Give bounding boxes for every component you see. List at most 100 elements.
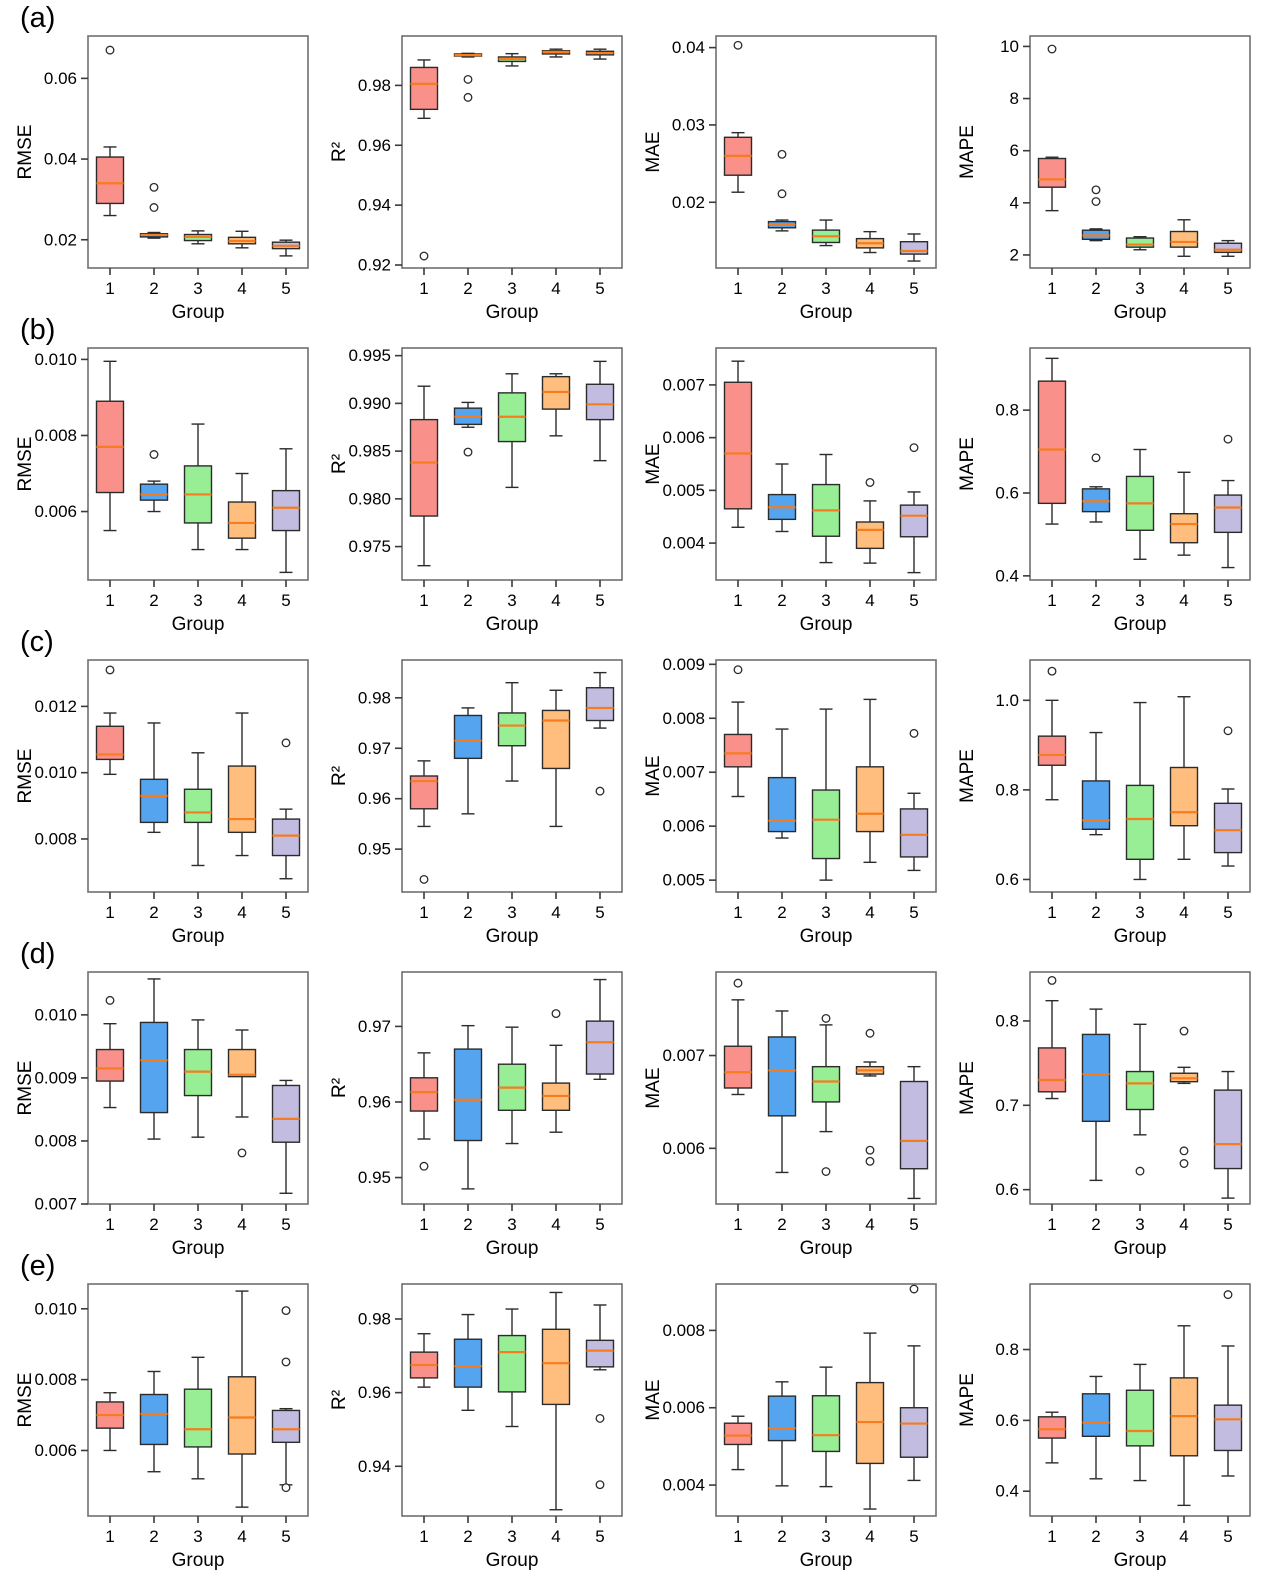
y-axis-label: MAE [643, 443, 664, 484]
y-tick-label: 0.8 [995, 1340, 1019, 1359]
x-tick-label: 5 [595, 591, 604, 610]
y-tick-label: 0.007 [662, 1046, 705, 1065]
x-tick-label: 4 [237, 279, 246, 298]
panel-e-mape: 0.4 0.6 0.8 MAPE 1 2 3 4 5 Group [956, 1274, 1261, 1576]
box-group-5 [1213, 242, 1243, 254]
outlier-point [595, 786, 605, 796]
row-label-b: (b) [20, 314, 56, 346]
x-tick-label: 2 [149, 1215, 158, 1234]
x-axis-label: Group [1114, 614, 1167, 635]
x-tick-label: 3 [821, 279, 830, 298]
y-axis-label: R² [329, 142, 350, 162]
y-tick-label: 0.004 [662, 1476, 705, 1495]
x-tick-label: 1 [1047, 591, 1056, 610]
outlier-point [733, 665, 743, 675]
box-group-4 [541, 709, 571, 770]
box-group-4 [541, 1328, 571, 1406]
panel-group-d: 0.007 0.008 0.009 0.010 RMSE 1 2 3 4 5 Group 0.95 0… [0, 936, 1269, 1264]
y-tick-label: 0.96 [358, 1383, 391, 1402]
box-group-1 [409, 66, 439, 111]
box-group-5 [1213, 802, 1243, 854]
y-tick-label: 0.007 [662, 375, 705, 394]
y-tick-label: 0.96 [358, 789, 391, 808]
y-tick-label: 0.980 [348, 489, 391, 508]
y-tick-label: 0.98 [358, 688, 391, 707]
y-tick-label: 0.8 [995, 1011, 1019, 1030]
box-group-5 [585, 1020, 615, 1075]
boxplot-svg: 0.94 0.96 0.98 R² 1 2 3 4 5 Group [329, 1283, 623, 1571]
x-axis-label: Group [1114, 1550, 1167, 1571]
y-tick-label: 0.006 [662, 1398, 705, 1417]
box-group-3 [183, 1388, 213, 1448]
box-group-4 [1169, 766, 1199, 827]
y-tick-label: 0.03 [672, 115, 705, 134]
boxplot-svg: 0.6 0.8 1.0 MAPE 1 2 3 4 5 Group [957, 659, 1251, 947]
boxplot-svg: 0.02 0.04 0.06 RMSE 1 2 3 4 5 Group [15, 35, 309, 323]
y-axis-label: MAE [643, 131, 664, 172]
box-group-5 [899, 241, 929, 255]
outlier-point [1047, 975, 1057, 985]
box-group-1 [95, 1048, 125, 1082]
boxplot-svg: 0.007 0.008 0.009 0.010 RMSE 1 2 3 4 5 Group [15, 971, 309, 1259]
y-tick-label: 0.6 [995, 1411, 1019, 1430]
x-tick-label: 5 [1223, 903, 1232, 922]
x-tick-label: 3 [821, 903, 830, 922]
panel-d-mae: 0.006 0.007 MAE 1 2 3 4 5 Group [642, 962, 947, 1264]
x-tick-label: 3 [193, 591, 202, 610]
box-group-2 [453, 1048, 483, 1142]
x-axis-label: Group [172, 302, 225, 323]
outlier-point [1047, 44, 1057, 54]
x-tick-label: 5 [909, 1527, 918, 1546]
row-label-e: (e) [20, 1250, 56, 1282]
box-group-1 [95, 156, 125, 205]
y-axis-label: MAPE [957, 1061, 978, 1115]
x-tick-label: 2 [1091, 1215, 1100, 1234]
outlier-point [1223, 434, 1233, 444]
outlier-point [777, 189, 787, 199]
y-axis-label: R² [329, 1390, 350, 1410]
box-group-3 [1125, 784, 1155, 861]
panel-c-rmse: 0.008 0.010 0.012 RMSE 1 2 3 4 5 Group [14, 650, 319, 952]
y-tick-label: 0.008 [662, 709, 705, 728]
y-tick-label: 0.02 [672, 193, 705, 212]
outlier-point [1179, 1146, 1189, 1156]
outlier-point [1223, 726, 1233, 736]
box-group-3 [1125, 237, 1155, 248]
y-tick-label: 0.006 [34, 1441, 77, 1460]
panel-d-rmse: 0.007 0.008 0.009 0.010 RMSE 1 2 3 4 5 Group [14, 962, 319, 1264]
x-tick-label: 1 [733, 903, 742, 922]
outlier-point [105, 665, 115, 675]
box-group-2 [767, 776, 797, 833]
boxplot-svg: 0.4 0.6 0.8 MAPE 1 2 3 4 5 Group [957, 1283, 1251, 1571]
y-axis-label: MAPE [957, 125, 978, 179]
panel-b-r2: 0.975 0.980 0.985 0.990 0.995 R² 1 2 3 4 5 Group [328, 338, 633, 640]
outlier-point [105, 995, 115, 1005]
x-tick-label: 1 [105, 1215, 114, 1234]
x-tick-label: 5 [1223, 1215, 1232, 1234]
x-tick-label: 1 [1047, 1215, 1056, 1234]
y-tick-label: 0.007 [34, 1195, 77, 1214]
x-tick-label: 1 [105, 591, 114, 610]
x-axis-label: Group [1114, 302, 1167, 323]
box-group-2 [1081, 1033, 1111, 1123]
box-group-4 [227, 1376, 257, 1455]
y-tick-label: 0.8 [995, 401, 1019, 420]
x-tick-label: 3 [507, 1215, 516, 1234]
outlier-point [281, 1306, 291, 1316]
box-group-2 [139, 778, 169, 824]
box-group-1 [723, 381, 753, 510]
boxplot-svg: 0.92 0.94 0.96 0.98 R² 1 2 3 4 5 Group [329, 35, 623, 323]
box-group-5 [585, 1339, 615, 1368]
box-group-5 [271, 489, 301, 532]
box-group-2 [139, 483, 169, 501]
boxplot-svg: 0.95 0.96 0.97 0.98 R² 1 2 3 4 5 Group [329, 659, 623, 947]
x-tick-label: 5 [1223, 279, 1232, 298]
box-group-2 [1081, 1393, 1111, 1438]
box-group-5 [585, 383, 615, 421]
outlier-point [149, 203, 159, 212]
boxplot-svg: 0.005 0.006 0.007 0.008 0.009 MAE 1 2 3 4 5 Group [643, 655, 937, 947]
x-tick-label: 3 [1135, 1527, 1144, 1546]
outlier-point [909, 1284, 919, 1294]
panel-group-c: 0.008 0.010 0.012 RMSE 1 2 3 4 5 Group 0.95 0.96 0.… [0, 624, 1269, 952]
x-tick-label: 4 [237, 591, 246, 610]
